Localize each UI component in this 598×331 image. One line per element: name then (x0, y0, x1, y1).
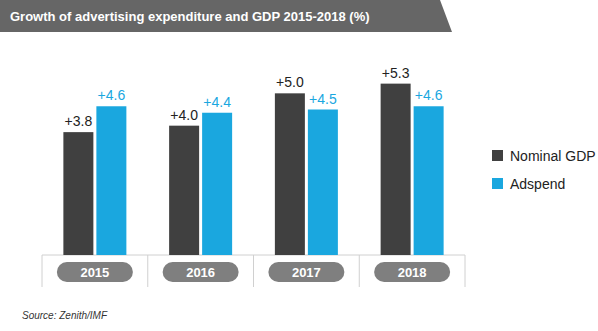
legend-label: Adspend (510, 176, 565, 192)
bar (275, 93, 305, 255)
title: Growth of advertising expenditure and GD… (10, 9, 370, 24)
data-label: +4.4 (203, 94, 231, 110)
bar (308, 110, 338, 256)
chart-svg: Growth of advertising expenditure and GD… (0, 0, 598, 331)
bar (96, 106, 126, 255)
title-banner (0, 0, 452, 32)
bar (169, 126, 199, 255)
legend-swatch (492, 178, 503, 189)
x-tick-label: 2018 (398, 265, 427, 280)
bar (202, 113, 232, 255)
category-separator (359, 255, 360, 287)
category-separator (253, 255, 254, 287)
category-pill (163, 262, 239, 282)
bars (63, 84, 443, 255)
data-label: +4.0 (170, 107, 198, 123)
legend-swatch (492, 150, 503, 161)
category-separator (465, 255, 466, 287)
data-label: +4.6 (415, 87, 443, 103)
data-label: +5.3 (382, 65, 410, 81)
category-pill (374, 262, 450, 282)
data-labels: +3.8 +4.0 +5.0 +5.3 +4.6 +4.4 +4.5 +4.6 (65, 65, 443, 130)
x-tick-label: 2015 (80, 265, 109, 280)
bar (381, 84, 411, 255)
legend-label: Nominal GDP (510, 148, 596, 164)
category-separator (42, 255, 43, 287)
bar (63, 132, 93, 255)
x-tick-label: 2017 (292, 265, 321, 280)
x-tick-label: 2016 (186, 265, 215, 280)
data-label: +3.8 (65, 113, 93, 129)
data-label: +5.0 (276, 74, 304, 90)
category-separator (147, 255, 148, 287)
data-label: +4.6 (98, 87, 126, 103)
category-pill (57, 262, 133, 282)
category-pill (268, 262, 344, 282)
chart-container: Growth of advertising expenditure and GD… (0, 0, 598, 331)
source: Source: Zenith/IMF (22, 310, 108, 321)
bar (414, 106, 444, 255)
data-label: +4.5 (309, 91, 337, 107)
